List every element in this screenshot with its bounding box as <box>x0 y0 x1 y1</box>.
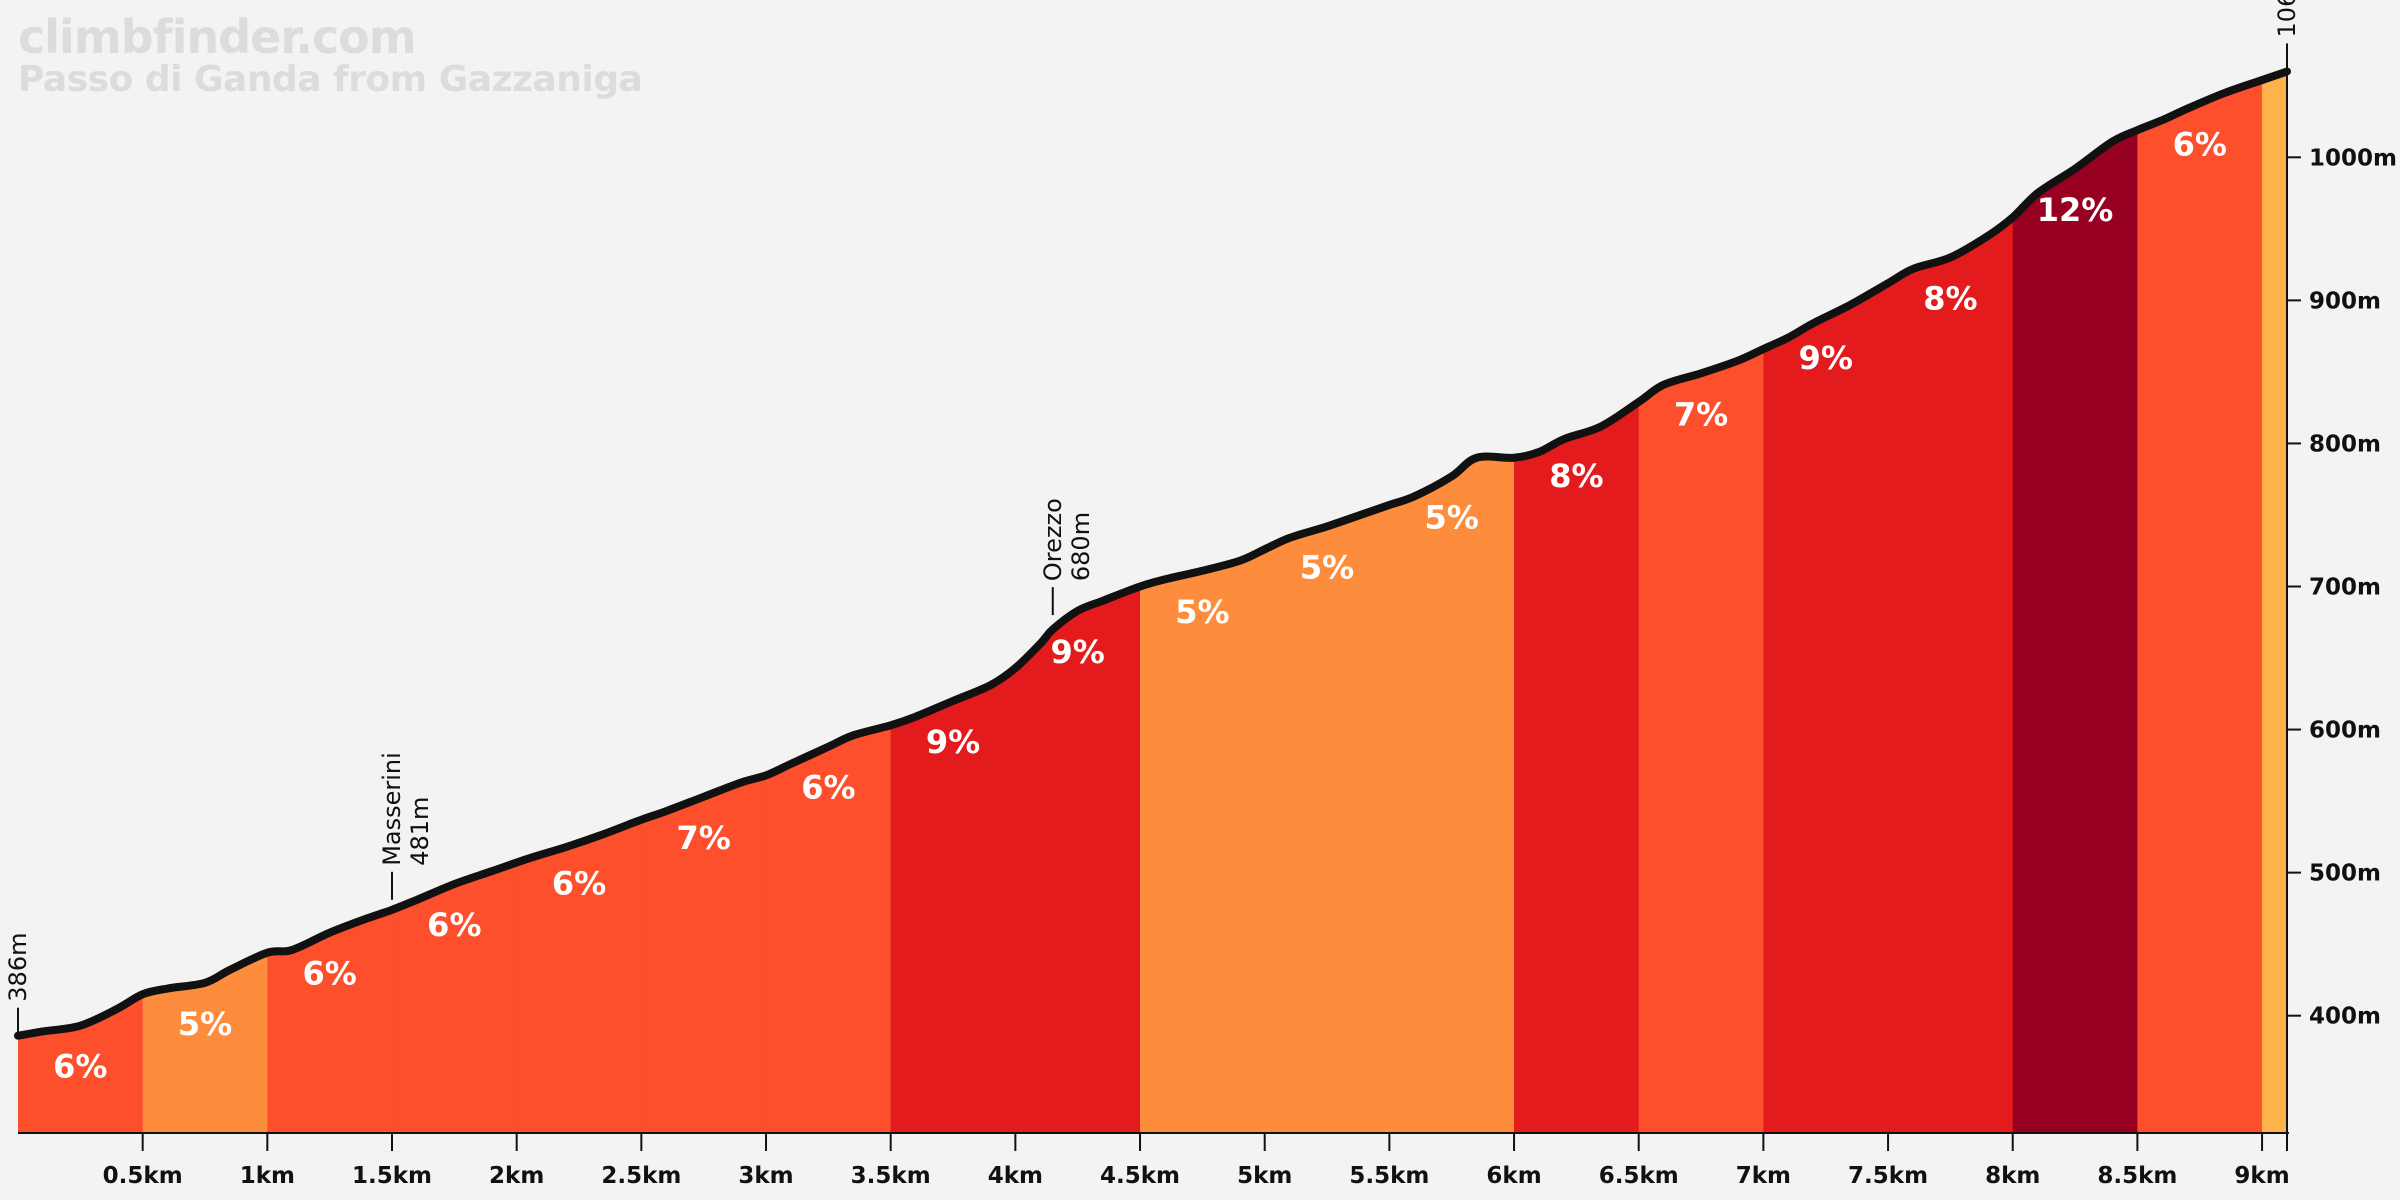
x-tick-label: 8.5km <box>2097 1163 2177 1189</box>
grade-label: 9% <box>1051 633 1105 671</box>
x-tick-label: 6.5km <box>1599 1163 1679 1189</box>
x-tick-label: 3km <box>738 1163 793 1189</box>
gradient-segment <box>1763 71 1889 1133</box>
grade-labels: 6% 5% 6% 6% 6% 7% 6% 9% 9% 5% 5% 5% 8% 7% 9% 8% 12% 6% <box>53 125 2227 1085</box>
grade-label: 6% <box>427 906 481 944</box>
gradient-segments <box>18 71 2287 1133</box>
gradient-segment <box>142 71 268 1133</box>
y-tick-label: 400m <box>2309 1004 2381 1030</box>
grade-label: 12% <box>2037 191 2114 229</box>
x-tick-label: 8km <box>1985 1163 2040 1189</box>
gradient-segment <box>1638 71 1764 1133</box>
grade-label: 9% <box>926 723 980 761</box>
marker-label: 1060m <box>2273 0 2301 37</box>
x-tick-label: 9km <box>2234 1163 2289 1189</box>
y-tick-label: 600m <box>2309 718 2381 744</box>
x-tick-label: 7.5km <box>1848 1163 1928 1189</box>
marker-label: Masserini <box>378 752 406 866</box>
x-tick-label: 5.5km <box>1349 1163 1429 1189</box>
marker-sublabel: 481m <box>406 797 434 866</box>
y-tick-label: 800m <box>2309 431 2381 457</box>
grade-label: 6% <box>53 1048 107 1086</box>
grade-label: 6% <box>303 955 357 993</box>
axes: 0.5km 1km 1.5km 2km 2.5km 3km 3.5km 4km 4.5km 5km… <box>18 50 2397 1189</box>
y-tick-label: 500m <box>2309 861 2381 887</box>
x-tick-label: 1km <box>240 1163 295 1189</box>
brand-watermark: climbfinder.com Passo di Ganda from Gazz… <box>18 10 643 100</box>
grade-label: 8% <box>1923 279 1977 317</box>
gradient-segment <box>516 71 642 1133</box>
grade-label: 5% <box>1425 498 1479 536</box>
y-tick-label: 700m <box>2309 575 2381 601</box>
y-tick-label: 900m <box>2309 288 2381 314</box>
grade-label: 6% <box>801 769 855 807</box>
gradient-segment <box>890 71 1016 1133</box>
grade-label: 6% <box>552 865 606 903</box>
x-tick-label: 6km <box>1486 1163 1541 1189</box>
marker-sublabel: 680m <box>1067 512 1095 581</box>
x-tick-label: 3.5km <box>851 1163 931 1189</box>
marker-label: Orezzo <box>1039 498 1067 581</box>
x-tick-label: 7km <box>1736 1163 1791 1189</box>
grade-label: 9% <box>1799 339 1853 377</box>
gradient-segment <box>1514 71 1640 1133</box>
gradient-segment <box>2012 71 2138 1133</box>
gradient-segment <box>392 71 518 1133</box>
grade-label: 7% <box>1674 395 1728 433</box>
x-tick-label: 0.5km <box>103 1163 183 1189</box>
x-tick-label: 2.5km <box>601 1163 681 1189</box>
gradient-segment <box>1888 71 2014 1133</box>
x-tick-label: 2km <box>489 1163 544 1189</box>
grade-label: 5% <box>178 1005 232 1043</box>
grade-label: 6% <box>2173 125 2227 163</box>
y-tick-label: 1000m <box>2309 145 2397 171</box>
marker-label: 386m <box>4 933 32 1002</box>
x-tick-label: 1.5km <box>352 1163 432 1189</box>
gradient-segment <box>2262 71 2287 1133</box>
grade-label: 5% <box>1300 548 1354 586</box>
gradient-segment <box>1140 71 1266 1133</box>
gradient-segment <box>18 71 144 1133</box>
gradient-segment <box>766 71 892 1133</box>
x-tick-label: 5km <box>1237 1163 1292 1189</box>
x-tick-label: 4.5km <box>1100 1163 1180 1189</box>
x-tick-label: 4km <box>988 1163 1043 1189</box>
grade-label: 7% <box>677 819 731 857</box>
grade-label: 8% <box>1549 457 1603 495</box>
gradient-segment <box>1389 71 1515 1133</box>
site-name: climbfinder.com <box>18 10 417 64</box>
elevation-line <box>14 67 2291 1040</box>
gradient-segment <box>641 71 767 1133</box>
climb-title: Passo di Ganda from Gazzaniga <box>18 59 643 100</box>
grade-label: 5% <box>1175 593 1229 631</box>
gradient-segment <box>2137 71 2263 1133</box>
